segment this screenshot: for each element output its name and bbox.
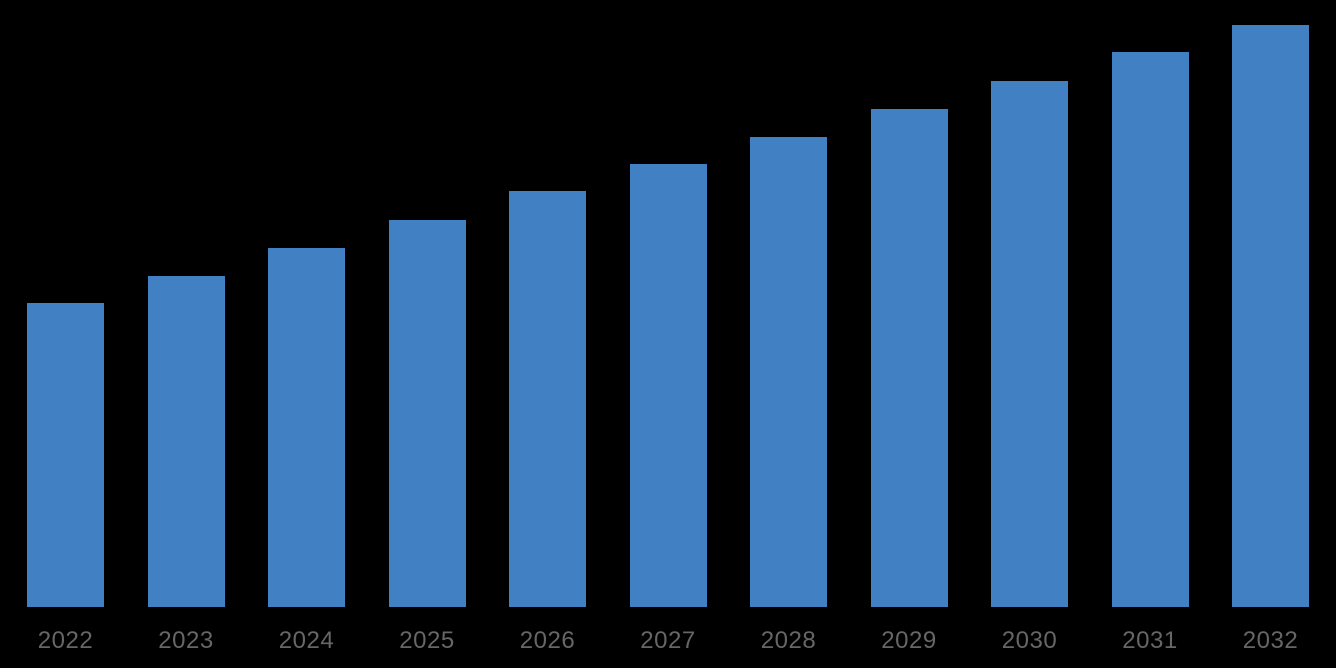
bar-2028 [750, 137, 827, 607]
bar-2031 [1111, 52, 1189, 607]
bar-2023 [147, 276, 225, 607]
bar-slot: 2025 [388, 220, 466, 668]
bar-slot: 2031 [1111, 52, 1189, 668]
bar-slot: 2029 [870, 109, 948, 668]
bar-2030 [991, 81, 1068, 607]
x-tick-label: 2031 [1122, 627, 1178, 654]
x-tick-label: 2027 [640, 627, 696, 654]
bar-2024 [268, 248, 345, 607]
bar-slot: 2022 [27, 303, 104, 668]
x-tick-label: 2025 [399, 627, 455, 654]
bar-2022 [27, 303, 104, 607]
x-tick-label: 2028 [760, 627, 817, 654]
bar-slot: 2030 [991, 81, 1068, 668]
bar-2032 [1232, 25, 1309, 607]
bar-slot: 2032 [1232, 25, 1309, 668]
x-tick-label: 2023 [158, 627, 214, 654]
bar-2026 [509, 191, 586, 607]
x-tick-label: 2030 [1001, 627, 1058, 654]
x-tick-label: 2026 [519, 627, 576, 654]
bar-2027 [629, 164, 707, 607]
x-tick-label: 2022 [37, 627, 94, 654]
bar-slot: 2028 [750, 137, 827, 668]
bar-2029 [870, 109, 948, 607]
x-tick-label: 2024 [278, 627, 335, 654]
bar-slot: 2027 [629, 164, 707, 668]
x-tick-label: 2029 [881, 627, 937, 654]
bar-slot: 2023 [147, 276, 225, 668]
x-tick-label: 2032 [1242, 627, 1299, 654]
bar-slot: 2026 [509, 191, 586, 668]
bar-slot: 2024 [268, 248, 345, 668]
bar-2025 [388, 220, 466, 607]
